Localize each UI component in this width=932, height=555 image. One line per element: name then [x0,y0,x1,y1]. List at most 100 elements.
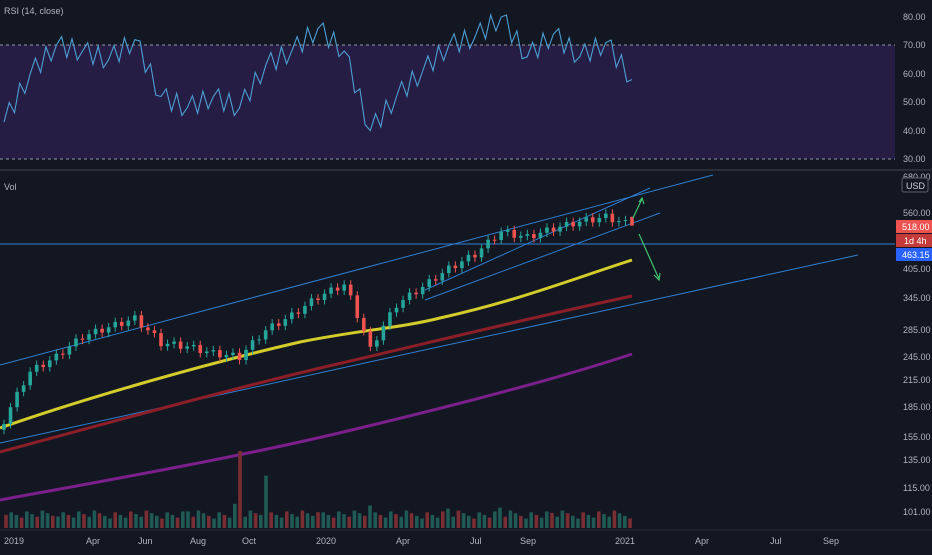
volume-bar [425,512,429,528]
candle-up [270,323,275,331]
volume-bar [14,514,19,528]
inner-channel-lower[interactable] [424,212,661,301]
volume-bar [134,514,138,528]
volume-bar [217,512,221,528]
level-tag-text: 463.15 [902,250,930,260]
candle-up [28,371,32,386]
volume-bar [352,510,357,528]
volume-bar [487,517,492,528]
volume-bar [196,510,201,528]
candle-up [211,350,216,352]
candle-down [198,344,203,354]
volume-bar [373,512,377,528]
volume-bar [144,510,149,528]
candle-up [172,341,176,344]
candle-up [447,265,451,274]
volume-bar [591,517,596,528]
volume-bar [30,514,34,528]
currency-badge[interactable] [901,177,929,193]
rsi-pane[interactable]: RSI (14, close) 80.00 70.00 60.00 50.00 … [0,6,926,164]
projection-arrow-up[interactable] [632,196,645,219]
candle-up [133,315,137,321]
candle-down [361,317,366,332]
time-tick: 2021 [615,536,635,546]
volume-bar [378,514,383,528]
candle-up [420,286,425,295]
projection-arrow-down[interactable] [638,233,661,282]
volume-bar [113,512,117,528]
volume-bar [181,511,185,528]
volume-bar [290,514,294,528]
candle-up [388,312,392,326]
rsi-indicator-label[interactable]: RSI (14, close) [4,6,64,16]
volume-bar [534,514,539,528]
candle-up [263,330,268,340]
volume-bar [576,518,580,528]
candle-up [309,298,314,306]
candle-up [15,391,19,408]
candle-up [597,217,602,223]
volume-bar [25,511,29,528]
volume-bar [4,514,8,528]
volume-bar [149,513,154,528]
time-tick: Jul [470,536,482,546]
candle-up [93,328,98,335]
price-tick: 245.00 [903,352,931,362]
candle-down [152,330,157,334]
candle-up [558,226,562,232]
volume-bar [415,515,419,528]
candle-up [479,248,484,258]
time-axis[interactable]: 2019 Apr Jun Aug Oct 2020 Apr Jul Sep 20… [4,536,839,546]
candle-up [329,287,333,294]
volume-bar [51,515,55,528]
volume-bar [623,515,627,528]
volume-bar [399,516,403,528]
volume-bar [191,516,195,528]
volume-bar [160,518,164,528]
volume-bar [201,513,206,528]
channel-upper-line[interactable] [0,174,714,366]
rsi-axis: 80.00 70.00 60.00 50.00 40.00 30.00 [903,12,926,164]
volume-bar [108,518,112,528]
candle-up [499,231,503,241]
volume-bar [243,516,247,528]
volume-bar [35,516,39,528]
candle-down [551,227,556,232]
volume-bar [77,511,81,528]
channel-lower-line[interactable] [0,254,859,444]
candle-up [113,321,118,328]
volume-label[interactable]: Vol [4,182,17,192]
candle-down [348,284,353,296]
price-tick-partial: 680.00 [903,172,931,182]
volume-bar [581,512,585,528]
volume-bar [472,518,476,528]
rsi-tick: 50.00 [903,97,926,107]
volume-bar [435,517,440,528]
volume-bar [545,511,549,528]
time-tick: Apr [695,536,709,546]
volume-bar [503,516,507,528]
volume-bar [40,510,45,528]
price-tick: 215.00 [903,375,931,385]
volume-bar [285,511,289,528]
volume-bar [508,510,513,528]
candle-down [139,315,144,328]
candle-up [165,343,170,347]
price-axis[interactable]: 680.00 USD 560.00 518.00 1d 4h 463.15 40… [896,172,932,517]
volume-bar [311,515,315,528]
time-tick: Apr [396,536,410,546]
volume-bar [238,451,242,528]
candlestick-series [2,209,634,435]
volume-bar [342,514,346,528]
volume-bar [279,517,284,528]
candle-up [407,292,412,301]
inner-channel-upper[interactable] [424,187,651,291]
rsi-tick: 60.00 [903,69,926,79]
volume-bar [498,507,502,528]
price-pane[interactable]: Vol 680.00 USD 560.00 518.00 [0,172,932,528]
volume-bar [467,515,471,528]
volume-bar [175,517,180,528]
volume-bar [456,510,461,528]
